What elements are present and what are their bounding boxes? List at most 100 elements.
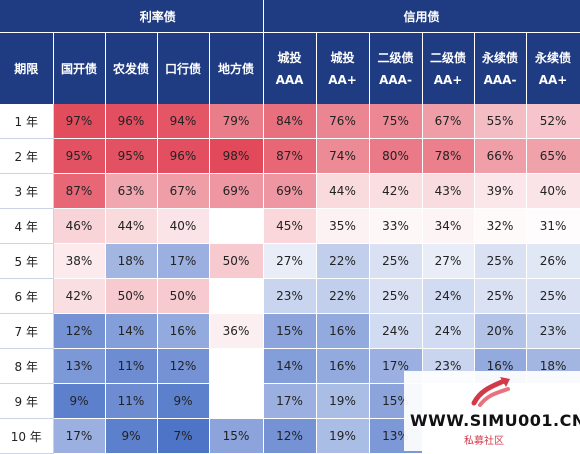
value-cell: 55% [474,104,527,139]
column-header-line2: AAA- [483,72,517,87]
value-cell: 74% [316,138,370,174]
value-cell: 95% [53,138,106,174]
value-cell: 44% [316,173,370,209]
value-cell [209,383,264,419]
value-cell: 39% [474,173,527,209]
term-cell: 10 年 [0,418,54,454]
table-row: 4 年 46% 44% 40% 45% 35% 33% 34% 32% 31% [0,208,580,244]
value-cell: 23% [526,313,580,349]
column-header-line1: 城投 [330,50,355,65]
value-cell: 23% [263,278,317,314]
value-cell: 17% [53,418,106,454]
value-cell: 12% [263,418,317,454]
value-cell: 23% [422,348,475,384]
value-cell: 25% [474,243,527,279]
value-cell: 19% [316,383,370,419]
column-header-line1: 永续债 [482,50,519,65]
value-cell: 25% [526,278,580,314]
term-cell: 3 年 [0,173,54,209]
value-cell: 12% [53,313,106,349]
watermark-subtext: 私募社区 [464,436,504,447]
term-cell: 8 年 [0,348,54,384]
value-cell: 12% [157,348,210,384]
value-cell: 50% [157,278,210,314]
value-cell: 16% [316,313,370,349]
column-header-line2: AAA [275,72,304,87]
column-header-line2: AAA- [379,72,412,87]
value-cell: 11% [105,348,158,384]
column-header-line2: AA+ [433,72,463,87]
column-header: 城投 AA+ [316,32,370,104]
value-cell: 44% [105,208,158,244]
column-header: 农发债 [105,32,158,104]
term-cell: 1 年 [0,104,54,139]
value-cell: 17% [263,383,317,419]
value-cell: 96% [105,104,158,139]
value-cell: 18% [105,243,158,279]
value-cell: 97% [53,104,106,139]
table-row: 5 年 38% 18% 17% 50% 27% 22% 25% 27% 25% 26% [0,243,580,279]
value-cell: 42% [369,173,423,209]
column-header: 国开债 [53,32,106,104]
value-cell: 13% [53,348,106,384]
value-cell: 11% [105,383,158,419]
column-header-line2: AA+ [328,72,357,87]
value-cell: 38% [53,243,106,279]
value-cell: 75% [369,104,423,139]
value-cell: 76% [316,104,370,139]
value-cell: 43% [422,173,475,209]
table-row: 7 年 12% 14% 16% 36% 15% 16% 24% 24% 20% 23% [0,313,580,349]
header-corner [0,0,53,33]
value-cell: 69% [209,173,264,209]
value-cell: 9% [105,418,158,454]
value-cell: 40% [157,208,210,244]
value-cell [209,348,264,384]
value-cell: 63% [105,173,158,209]
watermark: WWW.SIMU001.CN 私募社区 [404,371,580,451]
value-cell: 25% [369,278,423,314]
column-header-line1: 城投 [277,50,302,65]
value-cell: 66% [474,138,527,174]
value-cell: 16% [316,348,370,384]
value-cell: 50% [209,243,264,279]
value-cell: 24% [422,313,475,349]
column-header: 永续债 AA+ [526,32,580,104]
value-cell: 20% [474,313,527,349]
table-row: 6 年 42% 50% 50% 23% 22% 25% 24% 25% 25% [0,278,580,314]
watermark-text: WWW.SIMU001.CN [410,411,580,430]
value-cell: 96% [157,138,210,174]
value-cell: 34% [422,208,475,244]
value-cell: 24% [369,313,423,349]
value-cell: 31% [526,208,580,244]
term-cell: 9 年 [0,383,54,419]
column-header: 口行债 [157,32,210,104]
value-cell: 27% [263,243,317,279]
value-cell: 65% [526,138,580,174]
value-cell: 15% [209,418,264,454]
column-header: 地方债 [209,32,264,104]
value-cell: 80% [369,138,423,174]
table-body: 1 年 97% 96% 94% 79% 84% 76% 75% 67% 55% 52% 2 年 95% 9… [0,104,580,454]
column-header: 二级债 AA+ [422,32,475,104]
value-cell: 19% [316,418,370,454]
value-cell: 52% [526,104,580,139]
value-cell: 87% [53,173,106,209]
value-cell: 94% [157,104,210,139]
value-cell: 25% [369,243,423,279]
group-header-credit-bonds: 信用债 [263,0,580,33]
column-header-line2: AA+ [538,72,568,87]
value-cell: 67% [157,173,210,209]
watermark-logo-icon [471,377,510,407]
column-header-line1: 永续债 [535,50,572,65]
value-cell: 15% [263,313,317,349]
value-cell: 25% [474,278,527,314]
value-cell: 67% [422,104,475,139]
term-column-header: 期限 [0,32,54,104]
value-cell: 84% [263,104,317,139]
value-cell: 98% [209,138,264,174]
value-cell: 79% [209,104,264,139]
value-cell: 35% [316,208,370,244]
value-cell: 50% [105,278,158,314]
term-cell: 5 年 [0,243,54,279]
